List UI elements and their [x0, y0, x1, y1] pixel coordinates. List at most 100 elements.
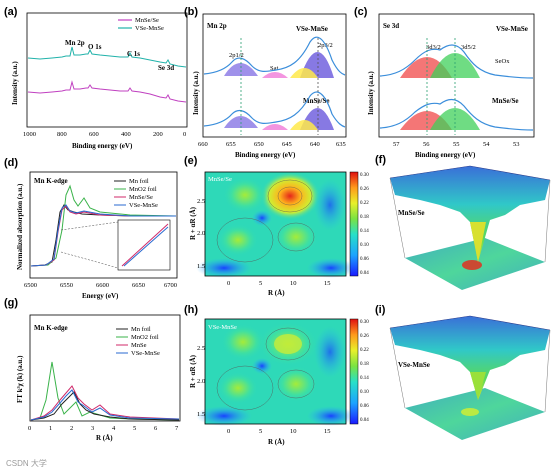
- panel-a-axes: [26, 12, 188, 128]
- inset-series: [121, 223, 169, 267]
- series-vse-mnse: [30, 204, 176, 267]
- panel-b: (b) Intensity (a.u.) Binding energy (eV)…: [184, 6, 347, 159]
- envelope-curve: [379, 44, 534, 79]
- xtick: 0: [227, 428, 230, 435]
- contour-region: [218, 224, 258, 256]
- contour-hotspot: [274, 334, 302, 354]
- contour-low: [196, 258, 252, 278]
- series-mno2-foil: [30, 361, 180, 421]
- peak-label: SeOx: [495, 58, 510, 65]
- xtick: 5: [259, 280, 262, 287]
- panel-d-ylabel: Normalized absorption (a.u.): [16, 183, 24, 270]
- series-mn-foil: [30, 391, 180, 421]
- cbar-tick: 0.10: [360, 243, 369, 248]
- peak-label: 3d5/2: [461, 44, 476, 51]
- xtick: 600: [89, 131, 99, 138]
- inset-series: [123, 226, 169, 267]
- contour-line: [216, 217, 274, 263]
- panel-b-label: (b): [184, 6, 198, 18]
- panel-h-axes: [204, 318, 347, 425]
- colorbar: [349, 171, 359, 277]
- panel-b-top-label: VSe-MnSe: [296, 25, 328, 33]
- contour-low: [314, 326, 346, 378]
- legend-item: VSe-MnSe: [131, 350, 160, 357]
- xtick: 1000: [23, 131, 36, 138]
- envelope-curve: [379, 98, 534, 131]
- panel-b-xticks: 660 655 650 645 640 635: [198, 141, 346, 148]
- series-vse-mnse: [27, 46, 187, 68]
- fit-peak: [262, 72, 288, 78]
- xtick: 6650: [132, 282, 145, 289]
- xtick: 5: [259, 428, 262, 435]
- xtick: 640: [310, 141, 320, 148]
- contour-low: [314, 179, 346, 231]
- floor-hotspot: [462, 260, 482, 270]
- cbar-tick: 0.06: [360, 257, 369, 262]
- xtick: 10: [290, 428, 297, 435]
- panel-e-axes: [204, 171, 347, 277]
- contour-line: [216, 365, 274, 411]
- panel-b-ylabel: Intensity (a.u.): [192, 71, 200, 115]
- xtick: 1: [49, 425, 52, 432]
- xtick: 54: [483, 141, 490, 148]
- panel-f: (f) MnSe/Se: [375, 154, 551, 290]
- cbar-tick: 0.10: [360, 390, 369, 395]
- cbar-tick: 0.04: [360, 271, 369, 276]
- panel-f-label: (f): [375, 154, 386, 166]
- legend-item: MnO2 foil: [129, 186, 157, 193]
- xtick: 800: [57, 131, 67, 138]
- surface-3d: [390, 316, 550, 400]
- panel-e-label: (e): [184, 155, 198, 167]
- panel-h-xticks: 0 5 10 15: [227, 428, 331, 435]
- panel-c-axes: [378, 13, 535, 138]
- series-mno2-foil: [30, 184, 177, 267]
- axis-line: [389, 327, 406, 409]
- xtick: 6600: [96, 282, 109, 289]
- series-mnse-se: [30, 205, 176, 267]
- panel-i-label: (i): [375, 304, 386, 316]
- fit-peak: [290, 120, 318, 130]
- cbar-tick: 0.26: [360, 334, 369, 339]
- panel-e-xlabel: R (Å): [268, 289, 285, 297]
- xtick: 660: [198, 141, 208, 148]
- ytick: 1.5: [197, 263, 205, 270]
- envelope-curve: [203, 36, 346, 76]
- legend-item: Mn foil: [129, 178, 149, 185]
- panel-d-title: Mn K-edge: [34, 177, 68, 185]
- axis-line: [544, 179, 551, 263]
- cbar-tick: 0.18: [360, 215, 369, 220]
- panel-b-xlabel: Binding energy (eV): [235, 151, 296, 159]
- xtick: 57: [393, 141, 400, 148]
- cbar-tick: 0.30: [360, 173, 369, 178]
- xtick: 15: [324, 428, 331, 435]
- series-mnse-se: [27, 80, 187, 103]
- contour-low: [307, 258, 355, 278]
- xtick: 56: [423, 141, 430, 148]
- panel-a-xlabel: Binding energy (eV): [72, 142, 133, 150]
- panel-a-label: (a): [4, 6, 18, 18]
- annotation: Mn 2p: [65, 39, 85, 47]
- peak-label: 2p1/2: [229, 52, 244, 59]
- surface-3d: [390, 166, 550, 262]
- contour-region: [274, 219, 318, 255]
- panel-a: (a) Intensity (a.u.) Binding energy (eV)…: [4, 6, 188, 150]
- panel-b-axes: [202, 13, 347, 138]
- xtick: 55: [453, 141, 460, 148]
- axis-line: [544, 329, 551, 413]
- panel-g-title: Mn K-edge: [34, 324, 68, 332]
- contour-hotspot: [260, 172, 320, 220]
- annotation: O 1s: [88, 43, 102, 51]
- legend-item: MnSe: [131, 342, 147, 349]
- watermark: CSDN 大学: [6, 458, 47, 468]
- peak-label: Sat.: [270, 65, 280, 72]
- xtick: 3: [91, 425, 94, 432]
- panel-c-label: (c): [354, 6, 368, 18]
- panel-c-title: Se 3d: [383, 22, 399, 30]
- xtick: 6550: [60, 282, 73, 289]
- panel-c-bottom-label: MnSe/Se: [492, 97, 518, 105]
- contour-low: [196, 406, 252, 426]
- cbar-tick: 0.14: [360, 229, 369, 234]
- contour-region: [223, 177, 267, 213]
- cbar-tick: 0.22: [360, 348, 369, 353]
- ytick: 2.5: [197, 345, 205, 352]
